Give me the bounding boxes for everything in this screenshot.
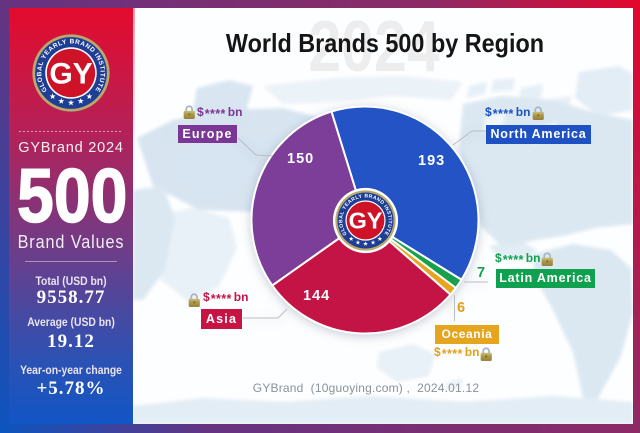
svg-text:GY: GY [49, 58, 92, 91]
svg-text:GY: GY [348, 207, 382, 233]
